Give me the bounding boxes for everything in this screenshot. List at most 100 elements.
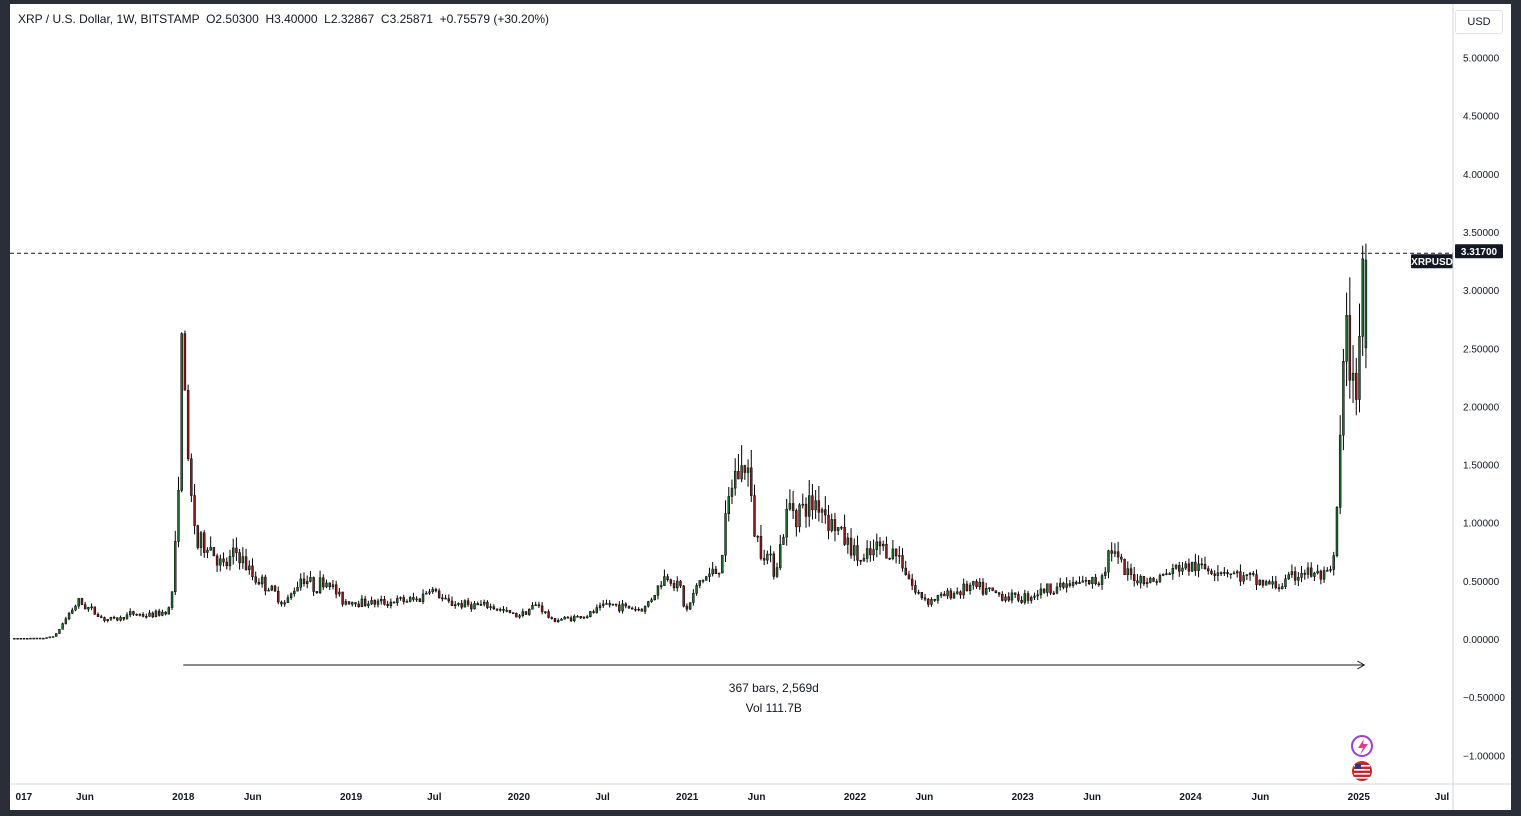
candle-body [1042,588,1046,593]
candle-body [740,465,743,480]
candle-body [299,578,302,588]
candle-body [1184,563,1187,569]
candle-body [1197,563,1200,571]
candle-body [1068,583,1072,586]
candle-body [399,597,402,599]
candle-body [441,597,444,600]
candle-body [454,604,457,606]
candle-body [203,532,206,553]
candle-body [1245,574,1249,576]
candle-body [949,590,953,599]
candle-body [923,597,927,600]
candle-body [122,617,125,620]
currency-button[interactable]: USD [1455,10,1503,34]
candle-body [293,590,296,595]
candle-body [177,490,180,542]
candle-body [750,467,753,496]
candle-body [676,580,679,589]
candle-body [1071,581,1075,586]
candle-body [856,545,859,561]
candle-body [547,611,550,618]
candle-body [363,598,367,606]
price-tick-label: 0.50000 [1463,577,1500,588]
candle-body [1187,563,1191,572]
candle-body [521,611,525,616]
time-tick-label: Jun [244,792,262,803]
candle-body [1181,567,1184,572]
candle-body [1216,572,1220,576]
candle-body [888,557,891,560]
candle-body [248,565,251,571]
candle-body [251,565,254,578]
candle-body [1091,577,1094,585]
candle-body [238,552,241,564]
candle-body [1100,575,1104,585]
us-flag-icon [1352,761,1372,781]
candle-body [209,547,212,551]
price-tick-label: 1.50000 [1463,461,1500,472]
candle-body [1358,336,1361,400]
candle-body [1364,259,1368,349]
candle-body [978,581,981,587]
candle-body [791,503,795,511]
candle-body [1065,583,1068,588]
candle-body [106,619,109,622]
candle-body [785,508,788,538]
candle-body [817,500,821,513]
candle-body [566,616,570,619]
candle-body [659,585,663,587]
candle-body [154,610,158,618]
candle-body [869,548,872,556]
candle-body [447,598,451,602]
candle-body [766,553,769,561]
flag-stripe [1354,773,1370,775]
chart-panel[interactable]: 367 bars, 2,569d Vol 111.7B 5.00000 4.5000… [10,4,1511,810]
candle-body [360,598,364,607]
candle-body [87,607,90,610]
candles-layer [13,243,1368,640]
candle-body [241,556,245,564]
candle-body [1052,592,1055,595]
candle-body [219,558,222,566]
candle-body [48,636,51,639]
candle-body [859,560,862,562]
candle-body [1332,555,1335,570]
candle-body [1046,583,1049,593]
flag-stripe [1354,769,1370,771]
candle-body [1062,582,1065,588]
measure-volume-label: Vol 111.7B [746,701,802,715]
candle-body [1229,573,1232,575]
candle-body [804,503,808,517]
candle-body [470,604,473,610]
candle-body [753,495,756,537]
candle-body [13,637,16,640]
candle-body [325,582,328,588]
candle-body [103,617,106,622]
price-tick-label: 2.00000 [1463,402,1500,413]
candle-body [289,593,293,598]
candle-body [463,600,467,608]
candle-body [1104,571,1107,576]
candle-body [878,541,882,547]
candle-body [692,593,695,603]
candle-body [585,616,589,618]
candle-body [885,543,888,559]
candle-body [621,603,624,612]
candle-body [141,614,145,617]
candle-body [1142,576,1146,584]
candle-body [431,589,434,592]
candle-body [1329,569,1332,571]
candle-body [499,609,502,611]
candle-body [959,591,962,596]
candle-body [457,603,460,605]
candle-body [528,608,531,615]
candle-body [910,578,914,586]
candle-body [167,607,171,615]
candle-body [231,547,235,557]
price-chart[interactable]: 367 bars, 2,569d Vol 111.7B 5.00000 4.5000… [10,4,1511,810]
candle-body [408,597,412,602]
candle-body [338,591,341,595]
candle-body [109,616,113,620]
candle-body [1075,581,1078,584]
candle-body [595,607,599,613]
